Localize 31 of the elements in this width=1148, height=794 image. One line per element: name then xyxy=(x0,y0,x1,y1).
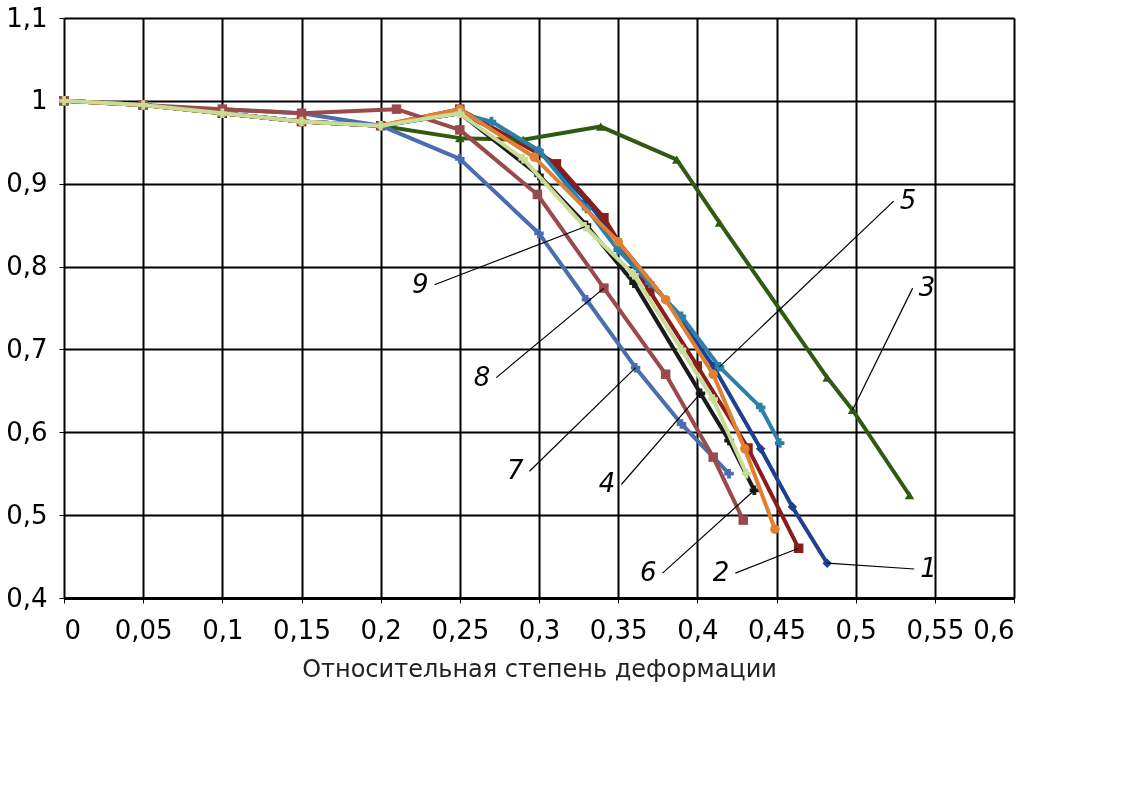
y-tick-label: 0,5 xyxy=(6,499,48,530)
annotation: 7 xyxy=(506,455,524,486)
x-tick-label: 0,25 xyxy=(431,614,490,645)
annotation: 4 xyxy=(598,468,616,499)
y-tick-label: 0,7 xyxy=(6,333,48,364)
x-tick-label: 0,45 xyxy=(748,614,806,645)
y-tick-label: 0,6 xyxy=(6,416,48,447)
annotation: 1 xyxy=(920,553,937,583)
y-tick-label: 1 xyxy=(30,85,48,116)
x-axis-title: Относительная степень деформации xyxy=(302,654,777,683)
y-tick-label: 0,9 xyxy=(6,168,48,199)
annotation: 3 xyxy=(918,272,936,303)
annotation: 8 xyxy=(473,361,491,392)
y-tick-label: 0,8 xyxy=(6,251,48,282)
y-tick-label: 1,1 xyxy=(6,2,48,33)
annotation: 2 xyxy=(712,557,730,588)
x-tick-label: 0 xyxy=(64,614,82,645)
x-tick-label: 0,2 xyxy=(360,614,402,645)
x-tick-label: 0,5 xyxy=(835,614,877,645)
x-tick-label: 0,35 xyxy=(589,614,648,645)
x-tick-label: 0,6 xyxy=(973,614,1015,645)
annotation: 5 xyxy=(899,185,917,216)
annotation: 6 xyxy=(639,557,657,588)
x-tick-label: 0,4 xyxy=(677,614,719,645)
x-tick-label: 0,15 xyxy=(273,614,331,645)
y-tick-label: 0,4 xyxy=(6,582,48,613)
annotation: 9 xyxy=(411,268,429,299)
x-tick-label: 0,1 xyxy=(202,614,244,645)
x-tick-label: 0,3 xyxy=(518,614,561,645)
x-tick-label: 0,05 xyxy=(114,614,173,645)
x-tick-label: 0,55 xyxy=(906,614,965,645)
